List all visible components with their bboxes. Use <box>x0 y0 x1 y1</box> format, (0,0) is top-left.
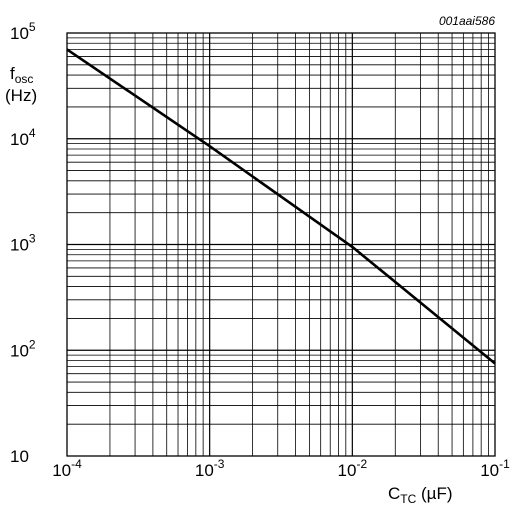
y-axis-title: fosc <box>10 64 33 86</box>
x-axis-title-sub: TC <box>400 492 416 506</box>
x-axis-title-unit: (µF) <box>416 484 452 503</box>
y-tick-label: 10 <box>10 447 29 466</box>
y-tick-label: 102 <box>10 337 36 360</box>
x-tick-label: 10-2 <box>338 457 368 480</box>
x-tick-label: 10-1 <box>480 457 510 480</box>
tick-labels: 10-4 10-3 10-2 10-1 10 102 103 104 105 <box>10 20 510 480</box>
series-line-0 <box>66 48 496 365</box>
y-tick-label: 104 <box>10 126 36 149</box>
y-axis-title-main: f <box>10 64 15 83</box>
y-tick-label: 105 <box>10 20 36 43</box>
x-tick-label: 10-3 <box>195 457 225 480</box>
y-tick-label: 103 <box>10 232 36 255</box>
x-tick-label: 10-4 <box>52 457 82 480</box>
y-axis-unit: (Hz) <box>5 86 37 105</box>
grid-lines <box>67 33 495 456</box>
x-axis-title: CTC (µF) <box>388 484 453 506</box>
series-layer <box>66 48 496 365</box>
y-axis-title-sub: osc <box>15 72 34 86</box>
x-axis-title-main: C <box>388 484 400 503</box>
reference-id: 001aai586 <box>439 14 495 28</box>
